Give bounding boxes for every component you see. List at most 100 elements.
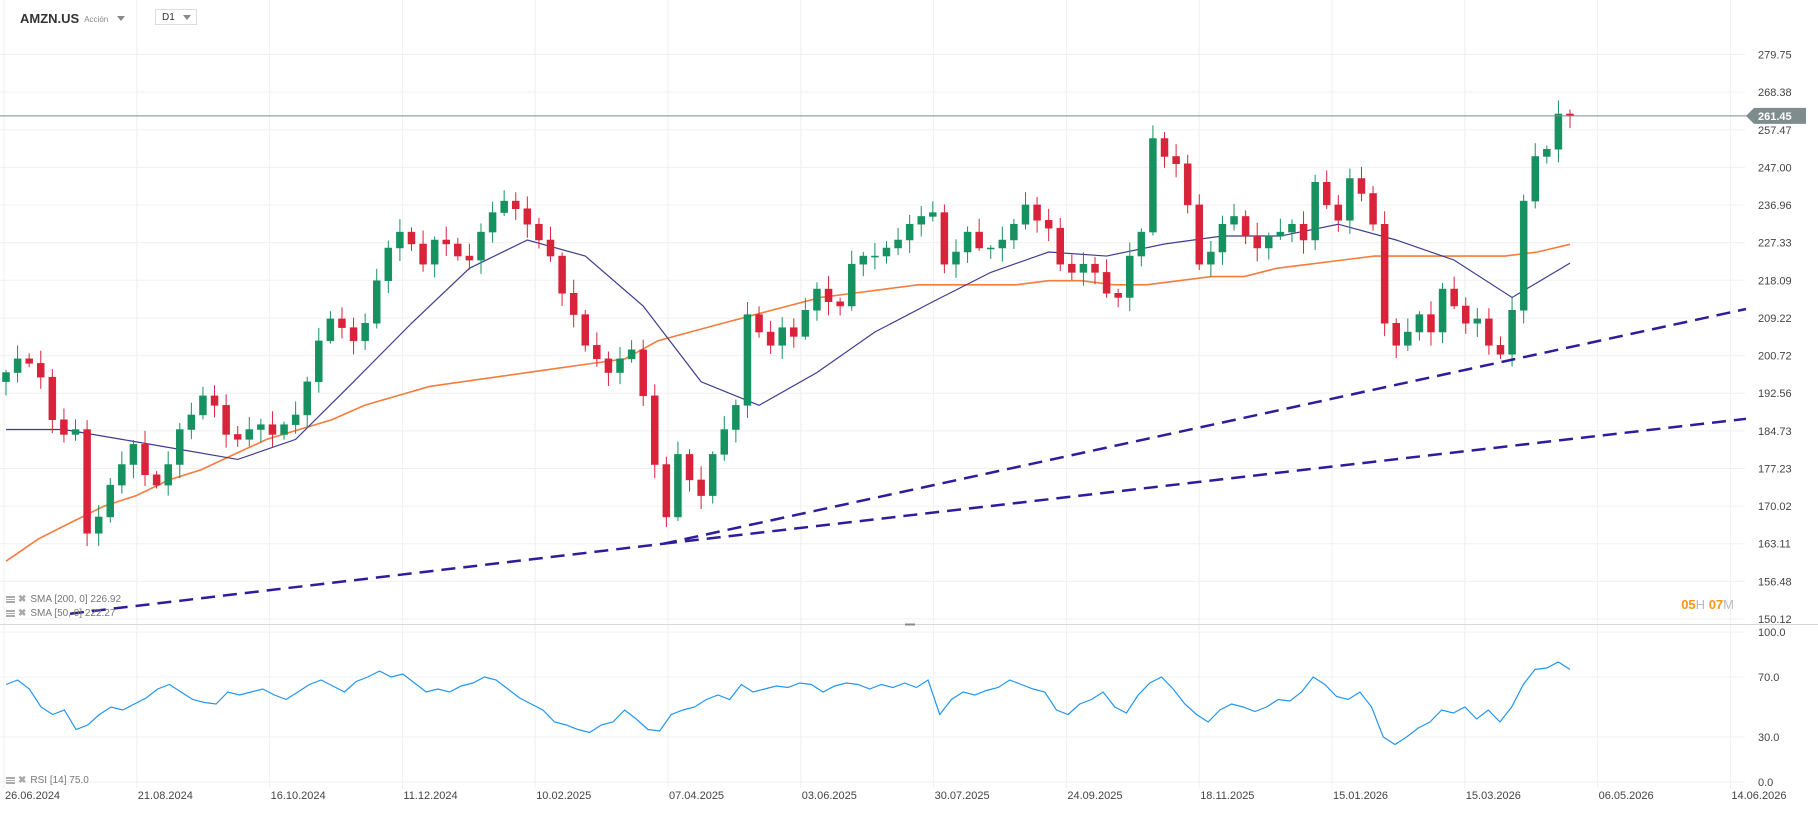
candle-down [407, 231, 416, 245]
price-tick-label: 227.33 [1758, 238, 1792, 250]
date-tick-label: 06.05.2026 [1599, 790, 1654, 802]
candle-up [118, 464, 126, 486]
sma200-label: SMA [200, 0] 226.92 [30, 593, 122, 605]
settings-menu-icon[interactable] [6, 609, 15, 617]
candle-up [1230, 216, 1238, 225]
timer-minutes-unit: M [1723, 597, 1734, 612]
candle-up [326, 318, 335, 342]
close-icon[interactable]: ✖ [18, 774, 27, 786]
timer-minutes: 07 [1708, 597, 1724, 612]
candle-down [697, 479, 705, 496]
settings-menu-icon[interactable] [6, 776, 15, 784]
candle-up [871, 255, 879, 258]
candle-up [929, 212, 937, 217]
price-tick-label: 170.02 [1758, 501, 1792, 513]
candle-up [384, 247, 393, 281]
settings-menu-icon[interactable] [6, 595, 15, 603]
candle-down [1160, 138, 1169, 157]
candle-up [1218, 223, 1227, 253]
candle-down [1357, 178, 1366, 194]
symbol-selector[interactable]: AMZN.US Acción [20, 9, 126, 27]
candle-down [25, 358, 33, 364]
timeframe-dropdown[interactable]: D1 [155, 9, 197, 25]
price-tick-label: 247.00 [1758, 162, 1792, 174]
candle-up [257, 424, 265, 430]
date-tick-label: 26.06.2024 [5, 790, 60, 802]
chevron-down-icon[interactable] [117, 15, 126, 21]
candle-down [790, 327, 798, 337]
indicator-sma50: ✖ SMA [50, 0] 222.27 [6, 607, 115, 619]
trendlines[interactable] [69, 307, 1747, 615]
candle-down [1322, 181, 1331, 206]
candle-up [1554, 113, 1563, 150]
candle-down [558, 255, 566, 294]
date-tick-label: 18.11.2025 [1200, 790, 1254, 802]
candle-down [766, 331, 775, 346]
candle-down [1102, 272, 1111, 294]
candle-up [1473, 318, 1482, 324]
candle-down [1241, 216, 1250, 237]
candle-down [511, 200, 520, 209]
date-tick-label: 10.02.2025 [536, 790, 591, 802]
candle-down [60, 419, 68, 435]
candle-up [801, 310, 810, 337]
candle-down [1044, 220, 1053, 229]
candle-up [813, 288, 821, 311]
candle-down [1485, 318, 1493, 346]
grid [0, 0, 1818, 788]
candle-down [1172, 156, 1180, 165]
candle-down [454, 243, 462, 257]
last-price-badge [1746, 107, 1806, 124]
candle-down [1195, 204, 1204, 265]
date-tick-label: 21.08.2024 [138, 790, 193, 802]
candle-down [37, 363, 45, 378]
symbol-name: AMZN.US [20, 10, 80, 26]
candle-up [1021, 204, 1030, 225]
candle-up [500, 200, 508, 213]
candle-up [674, 454, 682, 518]
candle-up [71, 429, 80, 435]
last-price-label: 261.45 [1758, 111, 1792, 123]
candle-up [430, 239, 439, 265]
sma50-label: SMA [50, 0] 222.27 [30, 607, 116, 619]
candle-up [477, 231, 485, 261]
candle-up [894, 239, 902, 249]
price-tick-label: 200.72 [1758, 351, 1792, 363]
candle-down [975, 231, 983, 249]
candle-up [1404, 331, 1412, 346]
candle-up [917, 216, 925, 225]
candle-up [199, 395, 207, 416]
sma200-line [5, 243, 1571, 562]
candle-up [627, 349, 636, 360]
candle-up [291, 414, 300, 425]
candle-up [372, 280, 381, 324]
candle-down [419, 243, 427, 265]
candle-down [662, 464, 671, 518]
candle-down [1253, 235, 1261, 249]
candle-up [1519, 200, 1528, 311]
candle-down [1183, 163, 1192, 206]
candle-up [94, 516, 103, 534]
candle-down [210, 395, 219, 406]
candle-down [581, 314, 590, 346]
price-tick-label: 150.12 [1758, 614, 1792, 626]
candle-down [1380, 223, 1389, 324]
candle-up [1531, 156, 1539, 202]
close-icon[interactable]: ✖ [18, 593, 27, 605]
rsi-tick-label: 0.0 [1758, 777, 1773, 789]
price-tick-label: 192.56 [1758, 388, 1792, 400]
close-icon[interactable]: ✖ [18, 607, 27, 619]
candle-down [639, 349, 647, 397]
candle-down [268, 424, 277, 435]
candle-down [535, 223, 543, 241]
date-tick-label: 15.01.2026 [1333, 790, 1388, 802]
instrument-type: Acción [84, 14, 109, 24]
price-tick-label: 209.22 [1758, 313, 1792, 325]
candle-up [859, 255, 868, 265]
candle-down [1427, 314, 1435, 333]
candle-up [176, 429, 184, 465]
price-tick-label: 218.09 [1758, 275, 1792, 287]
candle-up [905, 223, 914, 241]
rsi-tick-label: 100.0 [1758, 627, 1786, 639]
